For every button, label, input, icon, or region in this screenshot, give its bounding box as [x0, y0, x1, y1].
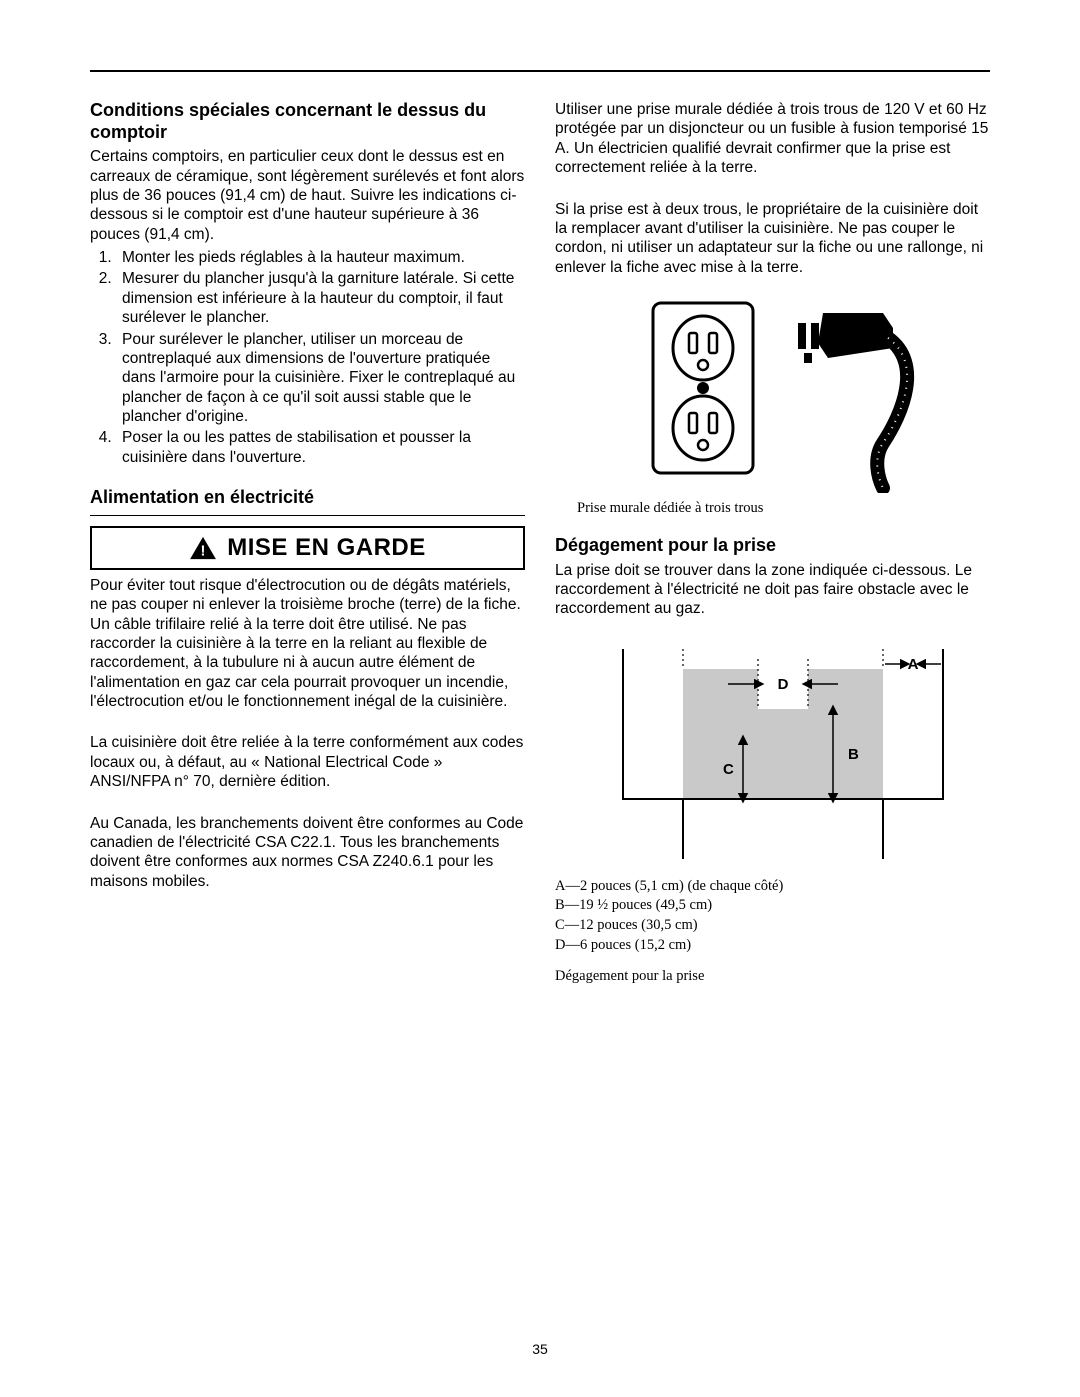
dim-A: A—2 pouces (5,1 cm) (de chaque côté) — [555, 877, 990, 897]
heading-electricity: Alimentation en électricité — [90, 487, 525, 509]
label-B: B — [848, 746, 859, 763]
clearance-diagram: A D B C — [583, 639, 963, 869]
label-C: C — [723, 761, 734, 778]
clearance-caption: Dégagement pour la prise — [555, 967, 990, 985]
countertop-steps: Monter les pieds réglables à la hauteur … — [90, 248, 525, 467]
para-countertop-intro: Certains comptoirs, en particulier ceux … — [90, 147, 525, 244]
step-2: Mesurer du plancher jusqu'à la garniture… — [116, 269, 525, 327]
dim-D: D—6 pouces (15,2 cm) — [555, 936, 990, 956]
left-column: Conditions spéciales concernant le dessu… — [90, 100, 525, 985]
dim-B: B—19 ½ pouces (49,5 cm) — [555, 896, 990, 916]
dim-C: C—12 pouces (30,5 cm) — [555, 916, 990, 936]
page-number: 35 — [0, 1341, 1080, 1357]
step-1: Monter les pieds réglables à la hauteur … — [116, 248, 525, 267]
top-rule — [90, 70, 990, 72]
warning-box: ! MISE EN GARDE — [90, 526, 525, 570]
heading-clearance: Dégagement pour la prise — [555, 535, 990, 557]
step-3: Pour surélever le plancher, utiliser un … — [116, 330, 525, 427]
outlet-caption: Prise murale dédiée à trois trous — [577, 499, 990, 517]
heading-countertop: Conditions spéciales concernant le dessu… — [90, 100, 525, 143]
label-D: D — [777, 676, 788, 693]
warning-triangle-icon: ! — [189, 536, 217, 560]
section-rule — [90, 515, 525, 516]
para-grounding-canada: Au Canada, les branchements doivent être… — [90, 814, 525, 892]
outlet-plug-illustration — [623, 293, 923, 493]
two-column-layout: Conditions spéciales concernant le dessu… — [90, 100, 990, 985]
step-4: Poser la ou les pattes de stabilisation … — [116, 428, 525, 467]
warning-label: MISE EN GARDE — [227, 534, 426, 562]
para-outlet-spec: Utiliser une prise murale dédiée à trois… — [555, 100, 990, 178]
para-two-hole-warning: Si la prise est à deux trous, le proprié… — [555, 200, 990, 278]
warning-text: Pour éviter tout risque d'électrocution … — [90, 576, 525, 712]
para-clearance: La prise doit se trouver dans la zone in… — [555, 561, 990, 619]
label-A: A — [907, 656, 918, 673]
svg-text:!: ! — [201, 543, 206, 559]
dimension-list: A—2 pouces (5,1 cm) (de chaque côté) B—1… — [555, 877, 990, 955]
para-grounding-us: La cuisinière doit être reliée à la terr… — [90, 733, 525, 791]
right-column: Utiliser une prise murale dédiée à trois… — [555, 100, 990, 985]
